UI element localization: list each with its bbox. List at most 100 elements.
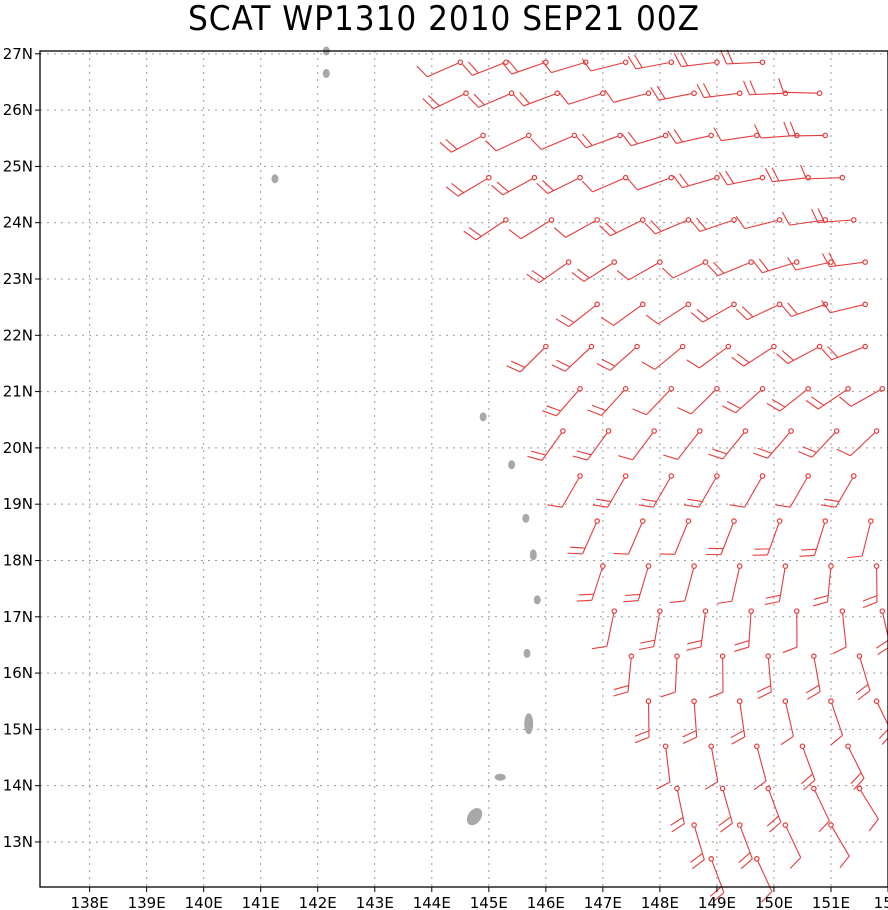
wind-barb	[613, 518, 646, 555]
wind-barb-origin	[622, 385, 629, 392]
wind-barb-origin	[594, 301, 600, 308]
wind-barb-origin	[765, 653, 772, 659]
wind-barb-feather	[708, 453, 723, 460]
wind-barb-origin	[611, 259, 618, 265]
island-shape	[524, 713, 534, 735]
wind-barb-origin	[548, 217, 555, 223]
wind-barb	[764, 563, 789, 606]
wind-barb	[718, 785, 733, 833]
wind-barb-origin	[879, 385, 886, 392]
wind-barb-feather	[713, 127, 722, 141]
wind-barb-feather	[839, 855, 850, 869]
wind-barb	[656, 743, 671, 790]
wind-barb-staff	[830, 824, 850, 857]
wind-barb-feather	[613, 552, 629, 555]
wind-barb-origin	[731, 301, 737, 308]
wind-barb-feather	[847, 555, 863, 559]
wind-barb-staff	[457, 177, 490, 197]
wind-barb-feather	[632, 408, 647, 416]
wind-barb-origin	[662, 132, 669, 139]
wind-barb	[811, 785, 830, 833]
wind-barb-origin	[657, 608, 663, 614]
wind-barb-feather	[542, 180, 554, 192]
wind-barb	[752, 518, 783, 556]
wind-barb-staff	[674, 520, 689, 555]
wind-barb-origin	[668, 174, 675, 181]
wind-barb-origin	[480, 132, 486, 139]
wind-barb-origin	[702, 259, 709, 265]
wind-barb-feather	[467, 61, 479, 74]
wind-barb-staff	[744, 219, 780, 230]
wind-barb	[839, 385, 886, 407]
wind-barb-feather	[627, 131, 638, 145]
wind-barb-feather	[634, 54, 643, 68]
wind-barb-staff	[495, 134, 529, 152]
wind-barb-origin	[748, 259, 754, 265]
y-tick-label: 26N	[3, 101, 33, 119]
wind-barb-feather	[451, 183, 464, 194]
wind-barb-feather	[781, 350, 794, 361]
wind-barb-feather	[661, 267, 674, 279]
wind-barb-feather	[560, 314, 575, 324]
wind-barb	[729, 473, 766, 508]
wind-barb-origin	[833, 428, 840, 434]
wind-barb-staff	[748, 611, 752, 648]
wind-barb-origin	[702, 608, 709, 614]
wind-barb-feather	[541, 60, 552, 73]
wind-barb-feather	[687, 498, 703, 503]
wind-barb-feather	[712, 448, 727, 455]
wind-barb-feather	[677, 407, 692, 415]
wind-barb-feather	[591, 404, 607, 412]
wind-barb	[659, 518, 692, 555]
wind-barb-feather	[742, 80, 750, 95]
wind-barb-feather	[769, 821, 782, 833]
wind-barb-origin	[685, 518, 692, 524]
wind-barb-feather	[720, 49, 728, 65]
wind-barb	[736, 822, 753, 870]
wind-barb-staff	[637, 565, 650, 601]
wind-barb-feather	[836, 448, 851, 457]
wind-barb-staff	[645, 388, 672, 416]
y-tick-label: 18N	[3, 551, 33, 569]
wind-barb-feather	[567, 552, 583, 555]
wind-barb-feather	[422, 97, 434, 110]
wind-barb-origin	[782, 698, 789, 705]
wind-barb-origin	[622, 473, 629, 479]
wind-barb-origin	[879, 608, 886, 614]
wind-barb-origin	[725, 343, 732, 350]
wind-barb-origin	[668, 473, 675, 479]
wind-barb-origin	[639, 518, 646, 524]
wind-barb-feather	[687, 639, 702, 645]
wind-barb	[547, 473, 583, 508]
wind-barb-feather	[576, 450, 592, 456]
x-tick-label: 140E	[185, 894, 223, 910]
wind-barb-feather	[513, 94, 524, 107]
wind-barb-staff	[652, 475, 672, 508]
wind-barb-feather	[708, 691, 724, 699]
wind-barb-origin	[731, 217, 737, 223]
wind-barb-origin	[525, 132, 532, 139]
wind-barb-origin	[742, 428, 749, 434]
wind-barb-origin	[873, 563, 880, 569]
wind-barb	[596, 343, 640, 371]
wind-barb-feather	[800, 164, 807, 180]
wind-barb-feather	[682, 730, 697, 738]
wind-barb	[672, 173, 720, 189]
wind-barb-feather	[644, 222, 656, 235]
wind-barb-staff	[699, 219, 735, 233]
wind-barb	[828, 698, 844, 746]
wind-barb	[485, 132, 532, 152]
wind-barb-feather	[716, 600, 732, 604]
wind-barb	[735, 301, 783, 321]
wind-barb-origin	[697, 428, 703, 434]
wind-barb-feather	[824, 498, 840, 503]
wind-barb-staff	[677, 430, 701, 460]
wind-barb-origin	[605, 428, 612, 434]
wind-barb-origin	[560, 428, 566, 434]
wind-barb-feather	[776, 353, 789, 364]
wind-barb-staff	[830, 303, 866, 314]
wind-barb-feather	[506, 365, 521, 373]
wind-barb-origin	[759, 473, 766, 479]
wind-barb-feather	[781, 304, 792, 317]
island-shape	[494, 773, 506, 781]
